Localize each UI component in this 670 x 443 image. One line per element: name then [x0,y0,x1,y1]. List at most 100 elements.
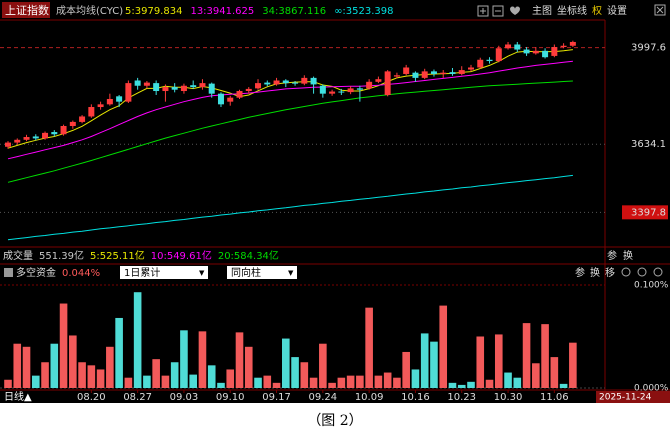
candle-body [60,126,67,135]
tool-button[interactable]: 换 [590,266,600,279]
x-tick-label: 09.10 [216,392,245,403]
bar [282,338,290,388]
candle-body [393,75,400,77]
candle-body [236,91,243,98]
close[interactable] [654,4,666,16]
zoom-in[interactable] [477,5,489,17]
volume-value: 5:525.11亿 [90,249,145,262]
bar [467,381,475,388]
favorite[interactable] [510,6,520,16]
bar [365,307,373,388]
bar [31,375,40,388]
bar [272,382,281,388]
bar [485,379,494,388]
tool-button[interactable]: 换 [623,249,633,262]
candle-body [384,71,391,95]
tool-button[interactable]: 坐标线 [557,4,587,17]
zoom-out[interactable] [492,5,504,17]
ma-line [7,80,573,183]
legend-entry: ∞:3523.398 [334,6,393,17]
x-tick-label: 08.20 [77,392,106,403]
bar [106,346,114,388]
bar [152,359,160,388]
bar [374,375,383,388]
candle-body [42,132,49,139]
candle-body [495,48,502,62]
chart-title: 上证指数 [5,3,49,17]
dropdown-arrow: ▼ [199,269,205,277]
candle-body [134,80,141,86]
legend-entry: 34:3867.116 [262,6,326,17]
bar [115,317,123,388]
bar [513,377,522,388]
bar [50,343,59,388]
tool-button[interactable]: 主图 [532,5,552,17]
y-tick-label: 0.100% [634,281,669,291]
candle-body [23,137,30,140]
candle-body [79,116,86,122]
date-box [596,391,670,403]
candle-body [227,97,234,102]
candle-body [514,44,521,50]
icon[interactable] [637,267,647,277]
dropdown[interactable] [120,266,208,279]
bar [13,343,22,388]
header-icons[interactable] [477,4,666,17]
candle-body [5,142,11,147]
candle-body [412,72,419,78]
x-tick-label: 08.27 [123,392,152,403]
candle-body [569,41,576,46]
bar [448,382,457,388]
bar [170,362,179,388]
tool-button[interactable]: 权 [592,4,602,17]
candle-body [116,96,123,102]
volume-label: 成交量 [3,249,33,262]
bar [383,372,392,388]
x-tick-label: 09.17 [262,392,291,403]
bar [124,377,133,388]
candle-body [14,139,21,143]
tick-highlight [622,205,668,220]
candle-body [171,87,178,90]
bar [356,375,364,388]
dropdown-label[interactable]: 同向柱 [231,266,261,279]
x-tick-label: 10.23 [447,392,476,403]
bar [559,383,568,388]
bar [411,369,420,388]
candle-body [486,59,493,62]
help-icon[interactable] [4,268,13,277]
tool-button[interactable]: 参 [575,266,585,279]
bar [4,379,12,388]
legend-entry: 5:3979.834 [125,6,182,17]
volume-value: 551.39亿 [39,249,84,262]
candle-body [301,77,308,84]
tool-button[interactable]: 设置 [607,5,627,17]
candle-body [542,50,549,58]
candle-body [208,83,215,94]
icon[interactable] [621,267,631,277]
y-tick-label: 3634.1 [631,139,666,150]
y-tick-label: 3997.6 [631,43,666,54]
bar [217,382,225,388]
candle-body [217,93,224,105]
icon[interactable] [653,267,663,277]
bar [309,377,318,388]
tool-button[interactable]: 参 [607,249,617,262]
dropdown[interactable] [227,266,297,279]
candle-body [97,104,104,108]
candle-body [32,136,39,139]
bar [133,292,142,388]
volume-value: 10:549.61亿 [151,249,212,262]
candle-body [255,83,262,89]
candle-body [292,82,299,84]
panel-icons[interactable] [621,267,663,277]
tool-button[interactable]: 移 [605,266,615,279]
dropdown-label[interactable]: 1日累计 [124,266,160,279]
bar [337,377,346,388]
bar [541,324,549,388]
caption: （图 2） [307,413,362,429]
candle-body [366,81,373,89]
period[interactable]: 日线▲ [4,390,32,403]
bar [254,377,262,388]
